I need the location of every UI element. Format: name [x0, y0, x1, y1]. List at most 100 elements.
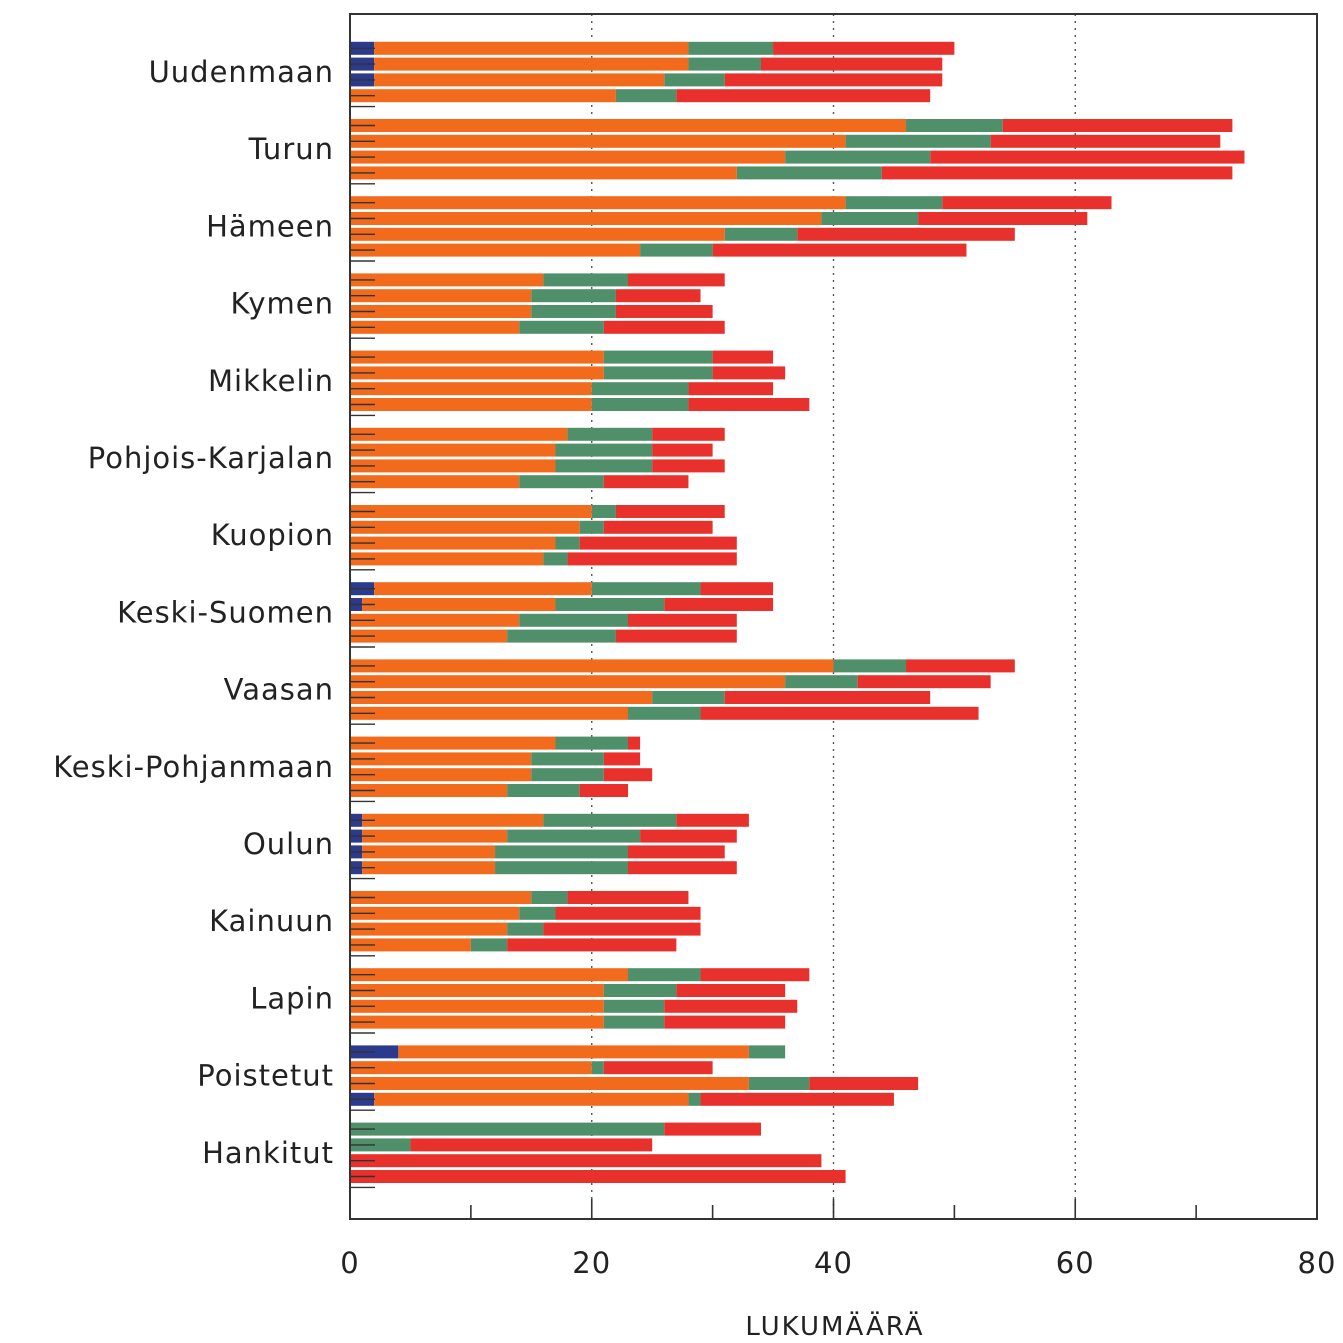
- bar-segment: [519, 475, 604, 489]
- bar-segment: [350, 227, 725, 241]
- bar-segment: [603, 320, 725, 334]
- bar-segment: [628, 613, 737, 627]
- bar-segment: [374, 73, 665, 87]
- bar-segment: [350, 752, 532, 766]
- bar-segment: [350, 768, 532, 782]
- bar-segment: [918, 212, 1088, 225]
- bar-segment: [603, 999, 665, 1013]
- bar-segment: [350, 536, 556, 550]
- bar-segment: [628, 706, 701, 720]
- category-label: Poistetut: [197, 1059, 334, 1093]
- bar-segment: [845, 196, 943, 210]
- bar-segment: [350, 691, 653, 704]
- bar-segment: [821, 212, 919, 225]
- bar-segment: [350, 552, 544, 566]
- x-tick-label: 80: [1298, 1246, 1337, 1280]
- bar-segment: [350, 366, 604, 380]
- bar-segment: [736, 166, 882, 180]
- category-label: Vaasan: [224, 673, 334, 707]
- bar-segment: [688, 1092, 701, 1106]
- bar-segment: [785, 150, 931, 164]
- bar-segment: [531, 891, 568, 904]
- bar-segment: [591, 582, 701, 596]
- bar-segment: [507, 922, 544, 936]
- bar-segment: [942, 196, 1112, 210]
- bar-segment: [603, 1061, 713, 1075]
- bar-segment: [579, 520, 604, 534]
- bar-segment: [591, 398, 689, 411]
- axis-ticks: [350, 47, 1197, 1219]
- bar-segment: [555, 459, 653, 473]
- bar-segment: [495, 861, 629, 875]
- x-tick-label: 20: [572, 1246, 611, 1280]
- bar-segment: [350, 459, 556, 473]
- bar-segment: [350, 150, 786, 164]
- bar-segment: [350, 166, 737, 180]
- bar-segment: [350, 1122, 665, 1136]
- bar-segment: [567, 552, 737, 566]
- category-label: Uudenmaan: [149, 55, 334, 89]
- bar-segment: [615, 505, 725, 518]
- bar-segment: [350, 922, 508, 936]
- bar-segment: [1002, 119, 1233, 132]
- bar-segment: [603, 350, 713, 364]
- bar-segment: [628, 736, 641, 750]
- bar-segment: [797, 227, 1015, 241]
- bar-segment: [724, 73, 943, 87]
- bar-segment: [350, 1154, 822, 1168]
- bar-segment: [676, 984, 786, 997]
- bar-segment: [579, 536, 737, 550]
- bar-segment: [495, 845, 629, 859]
- bar-segment: [748, 1077, 810, 1090]
- category-label: Lapin: [250, 981, 334, 1015]
- bar-segment: [555, 906, 701, 920]
- bar-segment: [374, 41, 689, 55]
- bar-segment: [362, 845, 496, 859]
- bar-segment: [567, 891, 689, 904]
- bar-segment: [845, 134, 991, 148]
- bar-segment: [700, 1092, 894, 1106]
- category-label: Keski-Suomen: [117, 595, 334, 629]
- bar-segment: [664, 999, 798, 1013]
- bar-segment: [350, 243, 641, 257]
- bar-segment: [531, 752, 604, 766]
- category-label: Turun: [248, 132, 334, 166]
- bar-segment: [773, 41, 955, 55]
- bar-segment: [628, 968, 701, 982]
- bar-segment: [785, 675, 858, 689]
- bar-segment: [640, 243, 713, 257]
- bar-segment: [350, 89, 616, 103]
- bar-segment: [350, 784, 508, 797]
- bar-segment: [519, 906, 556, 920]
- bar-segment: [555, 536, 580, 550]
- category-label: Keski-Pohjanmaan: [53, 750, 334, 784]
- bar-segment: [531, 289, 616, 303]
- bar-segment: [652, 443, 713, 457]
- bar-segment: [603, 520, 713, 534]
- bar-segment: [410, 1138, 653, 1152]
- bar-segment: [664, 73, 725, 87]
- bar-segment: [712, 350, 774, 364]
- bar-segment: [543, 813, 677, 827]
- bar-segment: [362, 861, 496, 875]
- category-label: Hämeen: [206, 209, 334, 243]
- bar-segment: [579, 784, 629, 797]
- bar-segment: [350, 938, 471, 952]
- bar-segment: [350, 706, 629, 720]
- bar-segment: [350, 999, 604, 1013]
- bar-segment: [555, 736, 629, 750]
- bar-segment: [700, 582, 774, 596]
- bar-segment: [531, 768, 604, 782]
- x-tick-label: 40: [814, 1246, 853, 1280]
- bar-segment: [591, 382, 689, 396]
- bar-segment: [350, 659, 834, 673]
- bar-segment: [398, 1045, 749, 1059]
- x-tick-label: 60: [1056, 1246, 1095, 1280]
- bar-segment: [350, 350, 604, 364]
- bar-segment: [700, 968, 810, 982]
- bar-segment: [350, 1015, 604, 1029]
- bar-segment: [712, 243, 967, 257]
- bar-segment: [615, 629, 737, 643]
- bar-segment: [809, 1077, 919, 1090]
- bar-segment: [906, 659, 1015, 673]
